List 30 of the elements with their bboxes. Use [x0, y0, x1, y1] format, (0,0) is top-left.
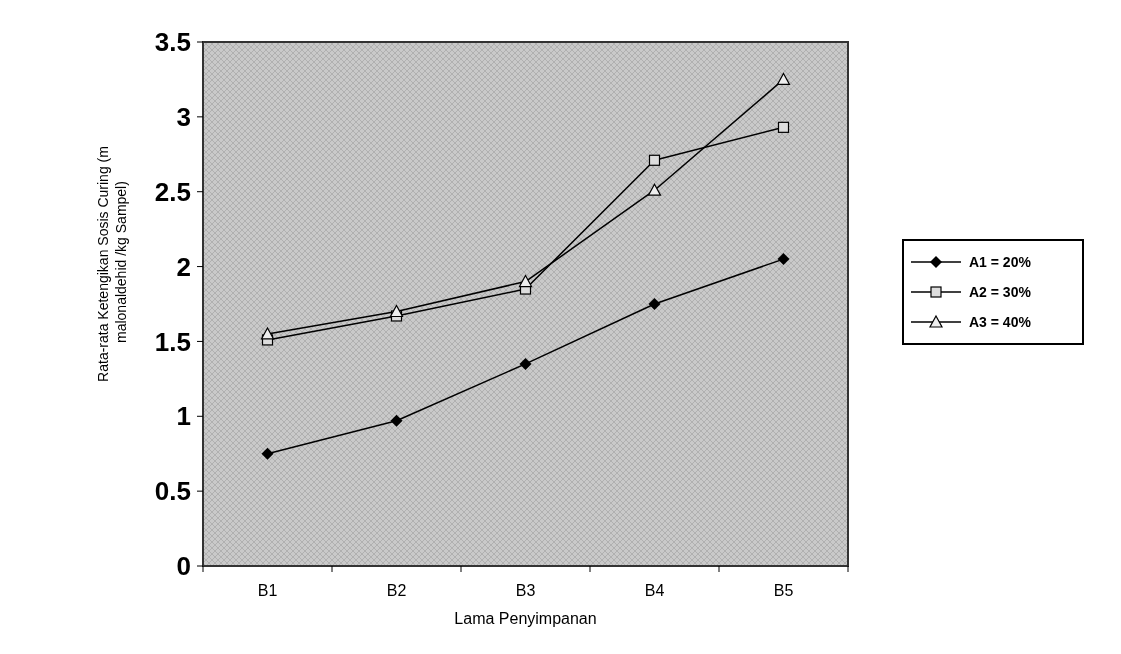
point [776, 72, 791, 86]
x-tick-label: B5 [773, 582, 794, 599]
y-tick-label: 0.5 [154, 476, 191, 507]
x-tick-label: B1 [257, 582, 278, 599]
point [260, 327, 275, 340]
x-axis-title: Lama Penyimpanan [454, 610, 597, 627]
point [648, 154, 661, 166]
point [777, 121, 790, 133]
y-tick-label: 1 [176, 401, 191, 432]
y-tick-label: 2 [176, 251, 191, 282]
point [390, 414, 403, 427]
point [777, 253, 790, 266]
point [261, 447, 274, 460]
y-tick-label: 3 [176, 101, 191, 132]
y-axis-title: Rata-rata Ketengikan Sosis Curing (m malonaldehid /kg Sampel) [95, 146, 129, 382]
y-tick-label: 0 [176, 551, 191, 582]
point [389, 304, 404, 318]
x-tick-label: B2 [386, 582, 407, 599]
x-tick-label: B3 [515, 582, 536, 599]
legend-label: A3 = 40% [969, 313, 1032, 330]
point [519, 357, 532, 370]
y-tick-label: 2.5 [154, 176, 191, 207]
point [648, 298, 661, 310]
point [647, 183, 662, 196]
y-tick-label: 1.5 [154, 326, 191, 357]
legend-label: A1 = 20% [969, 253, 1032, 270]
point [518, 274, 533, 288]
legend-label: A2 = 30% [969, 283, 1032, 300]
y-tick-label: 3.5 [154, 27, 191, 58]
x-tick-label: B4 [644, 582, 665, 599]
